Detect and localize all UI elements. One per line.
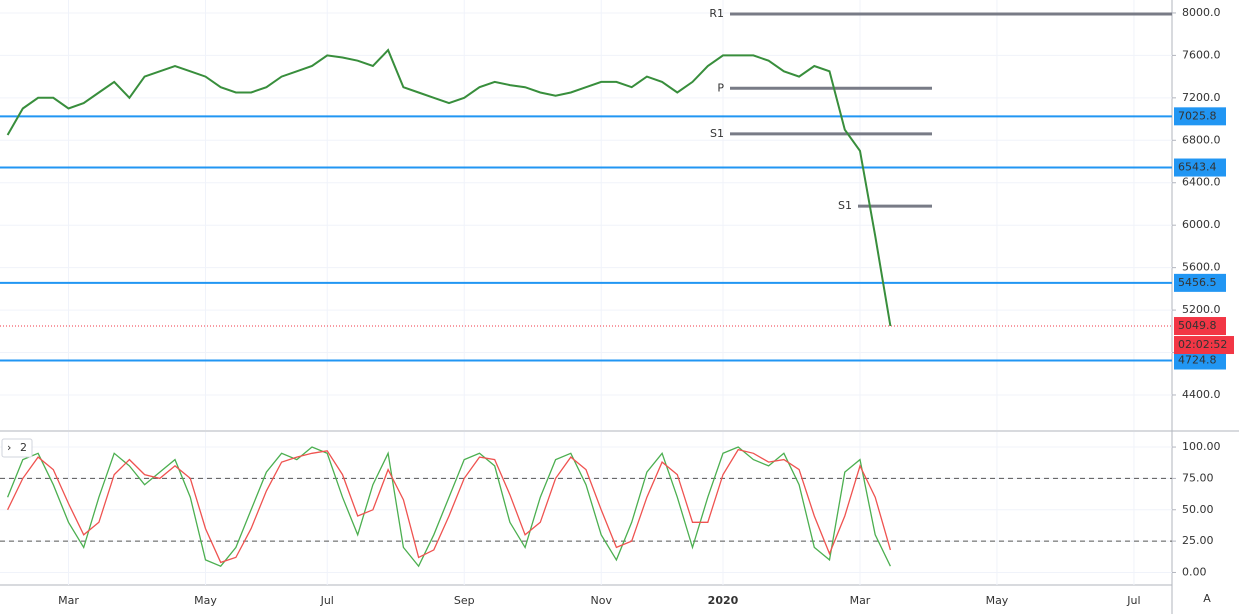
y-tick-label: 50.00 — [1182, 503, 1214, 516]
series-line — [7, 448, 892, 564]
y-tick-label: 6800.0 — [1182, 133, 1221, 146]
y-tick-label: 5600.0 — [1182, 261, 1221, 274]
y-tick-label: 6400.0 — [1182, 176, 1221, 189]
x-tick-label: May — [194, 594, 217, 607]
x-tick-label: Sep — [454, 594, 475, 607]
level-label: 6543.4 — [1178, 161, 1217, 174]
y-tick-label: 4400.0 — [1182, 388, 1221, 401]
y-tick-label: 6000.0 — [1182, 218, 1221, 231]
x-tick-label: Mar — [58, 594, 79, 607]
countdown-box — [1174, 336, 1234, 355]
y-tick-label: 100.00 — [1182, 440, 1221, 453]
x-tick-label: Jul — [320, 594, 334, 607]
y-tick-label: 0.00 — [1182, 565, 1207, 578]
pivot-label: R1 — [709, 7, 724, 20]
y-tick-label: 25.00 — [1182, 534, 1214, 547]
auto-scale-button[interactable]: A — [1203, 592, 1211, 605]
pivot-label: S1 — [710, 127, 724, 140]
level-label-box — [1174, 273, 1226, 292]
pivot-label: S1 — [838, 199, 852, 212]
level-label-box — [1174, 107, 1226, 126]
x-tick-label: May — [986, 594, 1009, 607]
pane-badge-arrow: › — [7, 441, 11, 454]
pane-badge[interactable] — [1, 438, 33, 458]
y-tick-label: 8000.0 — [1182, 6, 1221, 19]
last-price-box — [1174, 317, 1226, 336]
x-tick-label: Nov — [590, 594, 612, 607]
pane-label: 2 — [20, 441, 27, 454]
x-tick-label: Mar — [850, 594, 871, 607]
x-tick-label: 2020 — [708, 594, 739, 607]
level-label-box — [1174, 158, 1226, 177]
y-tick-label: 7600.0 — [1182, 48, 1221, 61]
y-tick-label: 5200.0 — [1182, 303, 1221, 316]
x-tick-label: Jul — [1126, 594, 1140, 607]
level-label: 5456.5 — [1178, 276, 1217, 289]
level-label: 4724.8 — [1178, 354, 1217, 367]
pivot-label: P — [717, 81, 724, 94]
level-label: 7025.8 — [1178, 109, 1217, 122]
last-price-label: 5049.8 — [1178, 319, 1217, 332]
series-line — [6, 48, 892, 327]
level-label-box — [1174, 351, 1226, 370]
countdown-label: 02:02:52 — [1178, 338, 1227, 351]
y-tick-label: 7200.0 — [1182, 91, 1221, 104]
y-tick-label: 75.00 — [1182, 471, 1214, 484]
